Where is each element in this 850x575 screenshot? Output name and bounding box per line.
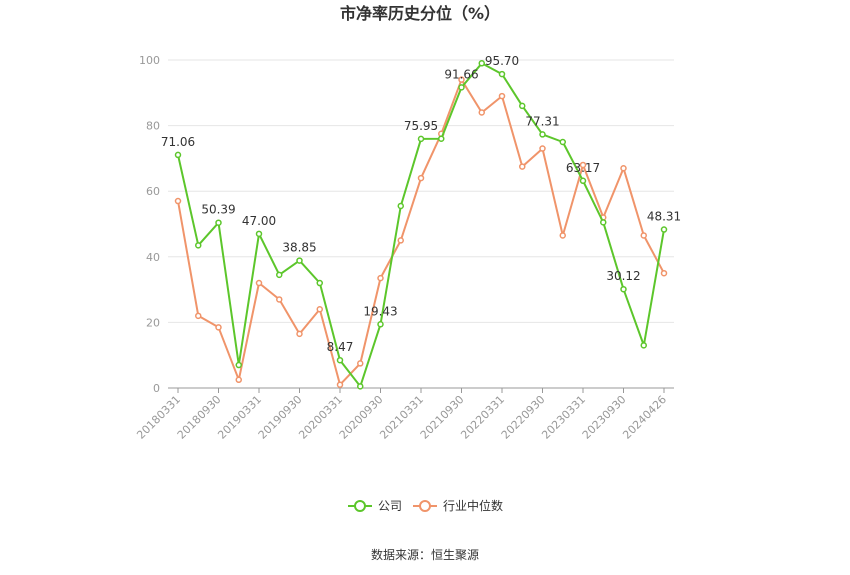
data-point[interactable] bbox=[600, 219, 607, 226]
data-point[interactable] bbox=[559, 232, 566, 239]
data-point[interactable] bbox=[276, 271, 283, 279]
data-point[interactable] bbox=[519, 102, 526, 110]
data-point[interactable] bbox=[397, 237, 404, 244]
data-point[interactable] bbox=[377, 274, 384, 282]
series-group bbox=[174, 60, 668, 390]
data-point[interactable] bbox=[640, 232, 647, 239]
legend-item-company[interactable]: 公司 bbox=[348, 499, 402, 513]
data-point[interactable] bbox=[498, 70, 506, 78]
data-point[interactable] bbox=[336, 356, 344, 364]
data-point[interactable] bbox=[195, 312, 202, 320]
data-label: 75.95 bbox=[404, 119, 438, 133]
data-point[interactable] bbox=[579, 177, 587, 185]
legend-marker-company bbox=[354, 500, 366, 512]
data-point[interactable] bbox=[296, 257, 303, 264]
data-point[interactable] bbox=[539, 131, 546, 138]
data-point[interactable] bbox=[235, 376, 242, 384]
data-label: 8.47 bbox=[327, 340, 354, 354]
data-point[interactable] bbox=[620, 285, 627, 293]
y-tick-label: 60 bbox=[146, 185, 160, 198]
data-point[interactable] bbox=[357, 360, 364, 367]
data-label: 95.70 bbox=[485, 54, 519, 68]
x-axis-ticks: 2018033120180930201903312019093020200331… bbox=[134, 388, 669, 442]
series-industry-median bbox=[174, 76, 668, 388]
data-point[interactable] bbox=[579, 161, 587, 169]
data-point[interactable] bbox=[377, 321, 384, 328]
grid-lines bbox=[168, 59, 674, 323]
legend[interactable]: 公司 行业中位数 bbox=[348, 498, 503, 513]
data-point[interactable] bbox=[195, 242, 202, 249]
data-point[interactable] bbox=[174, 197, 182, 205]
data-label: 47.00 bbox=[242, 214, 276, 228]
data-point[interactable] bbox=[417, 174, 425, 182]
data-point[interactable] bbox=[458, 84, 465, 91]
y-axis-ticks: 0 20 40 60 80 100 bbox=[139, 54, 160, 395]
data-point[interactable] bbox=[397, 202, 404, 210]
data-point[interactable] bbox=[174, 151, 182, 159]
data-label: 19.43 bbox=[363, 304, 397, 318]
data-label: 71.06 bbox=[161, 135, 195, 149]
series-company bbox=[174, 60, 668, 390]
data-point[interactable] bbox=[357, 383, 364, 390]
legend-label-industry: 行业中位数 bbox=[443, 498, 503, 513]
data-label: 48.31 bbox=[647, 210, 681, 224]
data-point[interactable] bbox=[276, 296, 283, 303]
data-label: 38.85 bbox=[282, 241, 316, 255]
data-label: 30.12 bbox=[606, 269, 640, 283]
data-point[interactable] bbox=[255, 230, 263, 238]
data-point[interactable] bbox=[478, 109, 485, 116]
y-tick-label: 0 bbox=[153, 382, 160, 395]
y-tick-label: 80 bbox=[146, 120, 160, 133]
data-point[interactable] bbox=[417, 135, 425, 143]
legend-marker-industry bbox=[419, 500, 431, 512]
data-point[interactable] bbox=[296, 330, 303, 338]
data-label: 91.66 bbox=[444, 67, 478, 81]
data-point[interactable] bbox=[316, 306, 323, 313]
data-point[interactable] bbox=[519, 163, 526, 170]
data-point[interactable] bbox=[255, 279, 263, 287]
data-point[interactable] bbox=[660, 226, 668, 233]
y-tick-label: 100 bbox=[139, 54, 160, 67]
source-note: 数据来源：恒生聚源 bbox=[371, 547, 479, 562]
chart-title: 市净率历史分位（%） bbox=[340, 4, 500, 23]
data-point[interactable] bbox=[316, 279, 323, 287]
legend-label-company: 公司 bbox=[378, 499, 402, 513]
data-labels: 71.06 50.39 47.00 38.85 8.47 19.43 75.95 91.66 9… bbox=[161, 54, 681, 354]
data-point[interactable] bbox=[640, 342, 647, 349]
data-point[interactable] bbox=[235, 361, 242, 369]
data-point[interactable] bbox=[660, 269, 668, 277]
data-point[interactable] bbox=[539, 145, 546, 152]
data-point[interactable] bbox=[620, 164, 627, 172]
data-point[interactable] bbox=[215, 219, 222, 226]
x-tick-label: 20240426 bbox=[620, 393, 669, 442]
data-point[interactable] bbox=[478, 60, 485, 67]
data-label: 50.39 bbox=[201, 203, 235, 217]
data-point[interactable] bbox=[498, 92, 506, 100]
y-tick-label: 40 bbox=[146, 251, 160, 264]
data-label: 63.17 bbox=[566, 161, 600, 175]
legend-item-industry-median[interactable]: 行业中位数 bbox=[413, 498, 503, 513]
data-label: 77.31 bbox=[525, 114, 559, 128]
data-point[interactable] bbox=[438, 135, 445, 142]
data-point[interactable] bbox=[215, 324, 222, 331]
y-tick-label: 20 bbox=[146, 316, 160, 329]
data-point[interactable] bbox=[336, 381, 344, 388]
data-point[interactable] bbox=[458, 76, 465, 83]
data-point[interactable] bbox=[559, 138, 566, 146]
